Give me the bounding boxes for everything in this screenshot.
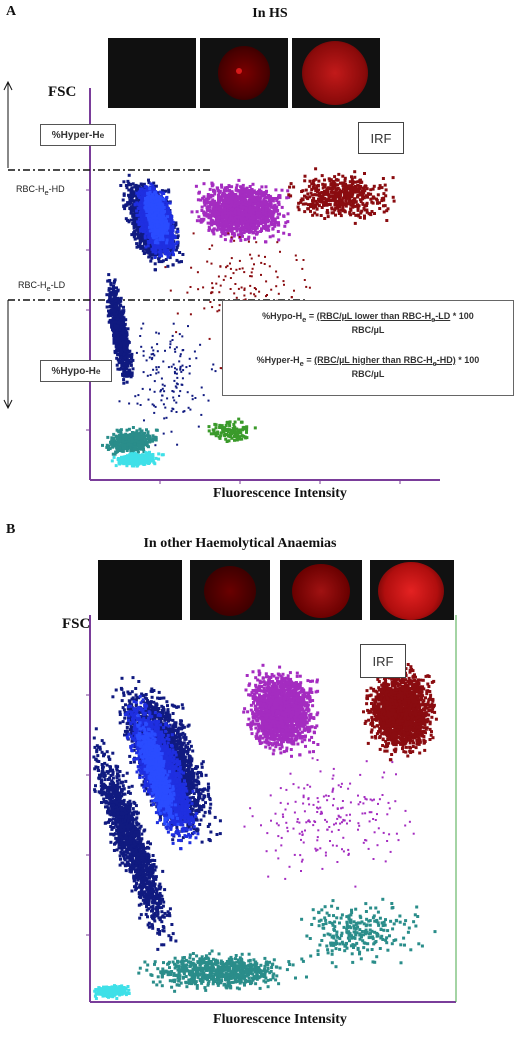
- formula-hyper-line: %Hyper-He = (RBC/µL higher than RBC-He-H…: [223, 355, 513, 368]
- panel-b-cell-image-4: [370, 560, 454, 620]
- panel-a-formula-box: %Hypo-He = (RBC/µL lower than RBC-He-LD …: [222, 300, 514, 396]
- panel-b-y-axis-label: FSC: [62, 616, 90, 633]
- panel-a-irf-box: IRF: [358, 122, 404, 154]
- panel-a-letter: A: [6, 4, 16, 20]
- panel-a-title: In HS: [170, 6, 370, 22]
- panel-a-cell-image-2: [200, 38, 288, 108]
- panel-a-hypo-box: %Hypo-H e: [40, 360, 112, 382]
- panel-b-x-axis-label: Fluorescence Intensity: [150, 1012, 410, 1028]
- formula-hypo-denominator: RBC/µL: [223, 325, 513, 335]
- panel-a-hyper-arrow: [3, 80, 13, 168]
- panel-a-gate-ld-label: RBC-He-LD: [18, 280, 65, 293]
- panel-a-x-axis-label: Fluorescence Intensity: [150, 486, 410, 502]
- panel-b-letter: B: [6, 522, 15, 538]
- panel-a-y-axis-label: FSC: [48, 84, 76, 101]
- formula-hyper-denominator: RBC/µL: [223, 369, 513, 379]
- panel-b-ticks: [86, 694, 90, 936]
- panel-a-cell-image-3: [292, 38, 380, 108]
- panel-b-cell-image-3: [280, 560, 362, 620]
- formula-hypo-line: %Hypo-He = (RBC/µL lower than RBC-He-LD …: [223, 311, 513, 324]
- panel-a-cell-image-1: [108, 38, 196, 108]
- panel-b-irf-box: IRF: [360, 644, 406, 678]
- panel-b-cell-image-1: [98, 560, 182, 620]
- panel-b-cell-image-2: [190, 560, 270, 620]
- panel-a-hyper-box: %Hyper-H e: [40, 124, 116, 146]
- panel-b-scatter: [92, 663, 438, 1000]
- panel-b-title: In other Haemolytical Anaemias: [90, 536, 390, 552]
- panel-a-scatter: [101, 167, 396, 468]
- panel-a-hypo-arrow: [3, 300, 13, 410]
- panel-a-gate-hd-label: RBC-He-HD: [16, 184, 65, 197]
